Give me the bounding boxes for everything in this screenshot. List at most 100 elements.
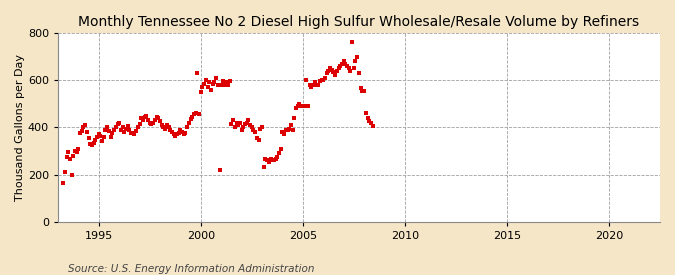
Point	[194, 112, 205, 117]
Point	[178, 132, 189, 137]
Point	[97, 139, 107, 144]
Point	[279, 132, 290, 137]
Point	[242, 120, 252, 125]
Point	[281, 128, 292, 132]
Point	[146, 122, 157, 126]
Point	[82, 130, 92, 134]
Point	[204, 80, 215, 85]
Point	[352, 54, 362, 59]
Point	[115, 128, 126, 132]
Point	[253, 138, 264, 142]
Point	[217, 79, 228, 84]
Point	[63, 150, 74, 154]
Point	[86, 143, 97, 147]
Point	[250, 130, 261, 134]
Point	[200, 78, 211, 82]
Point	[267, 158, 277, 163]
Point	[72, 150, 82, 154]
Point	[259, 165, 269, 170]
Point	[74, 131, 85, 135]
Point	[291, 106, 302, 111]
Point	[308, 83, 319, 87]
Point	[61, 155, 72, 159]
Point	[80, 123, 90, 127]
Point	[76, 129, 87, 133]
Point	[350, 59, 361, 64]
Point	[298, 104, 308, 108]
Point	[90, 138, 101, 142]
Point	[195, 90, 206, 94]
Point	[124, 128, 135, 132]
Point	[365, 120, 376, 125]
Point	[235, 120, 246, 125]
Point	[121, 126, 132, 131]
Point	[57, 181, 68, 185]
Point	[184, 120, 194, 125]
Point	[144, 120, 155, 125]
Point	[233, 123, 244, 127]
Point	[207, 81, 218, 86]
Point	[362, 116, 373, 120]
Point	[311, 83, 322, 87]
Point	[192, 71, 202, 75]
Point	[213, 83, 223, 87]
Point	[139, 114, 150, 119]
Point	[282, 128, 293, 132]
Point	[270, 157, 281, 161]
Point	[226, 122, 237, 126]
Point	[289, 116, 300, 120]
Point	[313, 83, 323, 87]
Point	[318, 78, 329, 82]
Point	[236, 128, 247, 132]
Point	[132, 125, 143, 130]
Point	[197, 85, 208, 89]
Point	[92, 134, 103, 139]
Point	[95, 133, 106, 138]
Point	[141, 113, 152, 118]
Point	[100, 128, 111, 132]
Point	[110, 125, 121, 130]
Point	[335, 64, 346, 68]
Point	[248, 128, 259, 132]
Point	[262, 158, 273, 163]
Point	[245, 123, 256, 127]
Point	[331, 68, 342, 73]
Point	[328, 70, 339, 74]
Point	[170, 133, 181, 138]
Point	[284, 126, 294, 131]
Point	[158, 125, 169, 130]
Point	[338, 59, 349, 64]
Point	[219, 83, 230, 87]
Point	[199, 81, 210, 86]
Point	[78, 125, 89, 130]
Point	[167, 130, 178, 134]
Point	[345, 68, 356, 73]
Point	[321, 71, 332, 75]
Point	[122, 124, 133, 128]
Point	[129, 132, 140, 137]
Point	[175, 128, 186, 132]
Point	[348, 66, 359, 71]
Point	[302, 104, 313, 108]
Point	[182, 125, 192, 130]
Point	[114, 120, 125, 125]
Point	[149, 118, 160, 122]
Point	[272, 155, 283, 159]
Point	[163, 125, 174, 130]
Point	[88, 141, 99, 145]
Point	[102, 125, 113, 130]
Point	[364, 119, 375, 124]
Point	[64, 157, 75, 161]
Point	[134, 122, 145, 126]
Point	[243, 118, 254, 122]
Point	[265, 157, 276, 161]
Point	[112, 122, 123, 126]
Point	[227, 118, 238, 122]
Point	[187, 114, 198, 119]
Point	[126, 131, 136, 135]
Point	[177, 130, 188, 134]
Point	[70, 149, 80, 153]
Point	[288, 128, 298, 132]
Point	[327, 67, 338, 72]
Point	[59, 170, 70, 174]
